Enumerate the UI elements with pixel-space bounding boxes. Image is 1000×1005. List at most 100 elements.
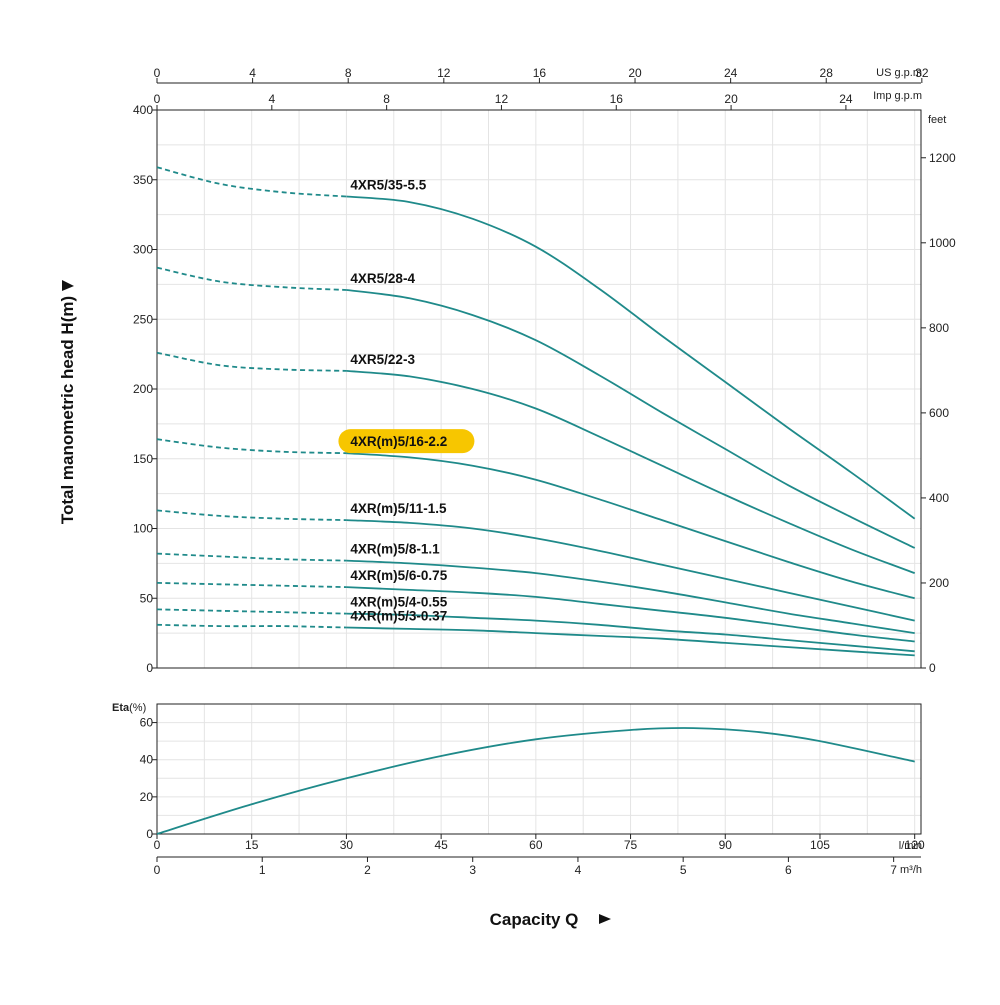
lmin-tick-label: 60 <box>529 838 543 852</box>
curve-label: 4XR(m)5/3-0.37 <box>350 609 447 624</box>
imp-gpm-tick-label: 4 <box>268 92 275 106</box>
imp-gpm-tick-label: 24 <box>839 92 853 106</box>
curve-label: 4XR(m)5/11-1.5 <box>350 501 447 516</box>
head-curve-dashed <box>156 166 347 198</box>
imp-gpm-tick-label: 0 <box>154 92 161 106</box>
curve-label: 4XR(m)5/16-2.2 <box>350 434 447 449</box>
head-curve <box>346 612 915 653</box>
feet-tick-label: 600 <box>929 406 949 420</box>
us-gpm-tick-label: 32 <box>915 66 929 80</box>
imp-gpm-tick-label: 8 <box>383 92 390 106</box>
us-gpm-tick-label: 0 <box>154 66 161 80</box>
head-curve <box>346 626 915 657</box>
head-curve <box>346 452 915 600</box>
lmin-unit: l/min <box>899 840 922 852</box>
head-tick-label: 300 <box>133 243 153 257</box>
head-curve-dashed <box>156 509 347 521</box>
eta-unit: (%) <box>129 702 146 714</box>
head-tick-label: 250 <box>133 312 153 326</box>
imp-gpm-unit: Imp g.p.m <box>873 90 922 102</box>
eta-plot-frame <box>156 703 922 835</box>
axes: 0501001502002503003504000200400600800100… <box>133 66 956 877</box>
eta-axis-label: Eta(%) <box>112 702 146 714</box>
lmin-tick-label: 45 <box>434 838 448 852</box>
head-curve-dashed <box>156 438 347 455</box>
head-tick-label: 50 <box>140 591 154 605</box>
m3h-tick-label: 6 <box>785 863 792 877</box>
curve-label: 4XR5/35-5.5 <box>350 177 426 192</box>
head-axis-arrow-icon <box>62 280 74 291</box>
head-tick-label: 200 <box>133 382 153 396</box>
head-curve-dashed <box>156 552 347 562</box>
efficiency-curve <box>156 727 915 835</box>
us-gpm-tick-label: 12 <box>437 66 451 80</box>
lmin-tick-label: 15 <box>245 838 259 852</box>
feet-tick-label: 800 <box>929 321 949 335</box>
feet-tick-label: 0 <box>929 661 936 675</box>
us-gpm-tick-label: 28 <box>820 66 834 80</box>
feet-unit: feet <box>928 114 946 126</box>
us-gpm-tick-label: 24 <box>724 66 738 80</box>
m3h-unit: m³/h <box>900 864 922 876</box>
lmin-tick-label: 90 <box>719 838 733 852</box>
us-gpm-tick-label: 4 <box>249 66 256 80</box>
head-curve-dashed <box>156 351 347 372</box>
head-curve <box>346 289 916 549</box>
imp-gpm-tick-label: 12 <box>495 92 509 106</box>
head-curve <box>346 195 916 520</box>
m3h-tick-label: 2 <box>364 863 371 877</box>
feet-tick-label: 1000 <box>929 236 956 250</box>
head-curve <box>346 519 915 622</box>
head-tick-label: 0 <box>146 661 153 675</box>
eta-tick-label: 0 <box>146 827 153 841</box>
curve-label: 4XR5/22-3 <box>350 352 415 367</box>
head-curve-dashed <box>156 266 347 291</box>
eta-tick-label: 40 <box>140 753 154 767</box>
lmin-tick-label: 120 <box>905 838 925 852</box>
imp-gpm-tick-label: 16 <box>610 92 624 106</box>
lmin-tick-label: 30 <box>340 838 354 852</box>
lmin-tick-label: 105 <box>810 838 830 852</box>
feet-tick-label: 200 <box>929 576 949 590</box>
curve-label: 4XR(m)5/8-1.1 <box>350 542 440 557</box>
lmin-tick-label: 75 <box>624 838 638 852</box>
head-tick-label: 350 <box>133 173 153 187</box>
gridlines <box>157 110 921 834</box>
head-curve <box>346 370 916 574</box>
curve-label: 4XR5/28-4 <box>350 271 415 286</box>
highlight-badge <box>338 429 475 454</box>
head-axis-label: Total manometric head H(m) <box>58 296 77 524</box>
us-gpm-tick-label: 16 <box>533 66 547 80</box>
us-gpm-unit: US g.p.m <box>876 67 922 79</box>
plot-frames <box>156 109 922 835</box>
m3h-tick-label: 7 <box>890 863 897 877</box>
efficiency-line <box>156 727 915 835</box>
head-curve <box>346 586 915 643</box>
head-curve-dashed <box>156 582 347 588</box>
head-curve <box>346 559 915 634</box>
lmin-tick-label: 0 <box>154 838 161 852</box>
us-gpm-tick-label: 20 <box>628 66 642 80</box>
curve-label: 4XR(m)5/4-0.55 <box>350 595 447 610</box>
curve-label: 4XR(m)5/6-0.75 <box>350 568 447 583</box>
curve-labels: 4XR5/35-5.5 4XR5/28-4 4XR5/22-3 4XR(m)5/16-… <box>338 177 475 624</box>
feet-tick-label: 400 <box>929 491 949 505</box>
eta-tick-label: 60 <box>140 716 154 730</box>
feet-tick-label: 1200 <box>929 151 956 165</box>
imp-gpm-tick-label: 20 <box>724 92 738 106</box>
head-curve-dashed <box>156 623 347 629</box>
capacity-axis-label: Capacity Q <box>490 910 579 929</box>
m3h-tick-label: 3 <box>469 863 476 877</box>
us-gpm-tick-label: 8 <box>345 66 352 80</box>
head-tick-label: 150 <box>133 452 153 466</box>
m3h-tick-label: 4 <box>575 863 582 877</box>
m3h-tick-label: 1 <box>259 863 266 877</box>
eta-label: Eta <box>112 702 130 714</box>
capacity-axis-arrow-icon <box>599 914 611 924</box>
head-tick-label: 100 <box>133 522 153 536</box>
head-curves <box>156 166 916 657</box>
m3h-tick-label: 5 <box>680 863 687 877</box>
head-curve-dashed <box>156 608 347 615</box>
